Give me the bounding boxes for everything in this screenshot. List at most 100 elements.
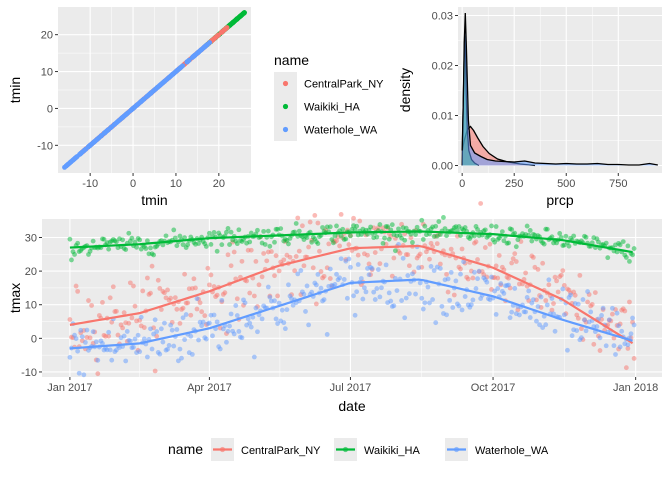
tmax-point bbox=[447, 297, 453, 303]
tmin-y-tick-label: 20 bbox=[41, 30, 53, 42]
tmax-point bbox=[459, 307, 465, 313]
tmax-point bbox=[174, 243, 180, 249]
legend-right: name CentralPark_NY Waikiki_HA Waterhole_WA bbox=[274, 52, 384, 141]
tmax-point bbox=[451, 292, 457, 298]
tmax-point bbox=[301, 263, 307, 269]
tmax-point bbox=[89, 303, 94, 308]
tmax-point bbox=[610, 305, 615, 311]
tmax-point bbox=[383, 262, 389, 268]
tmax-point bbox=[417, 280, 423, 286]
tmax-point bbox=[188, 333, 194, 339]
tmax-point bbox=[419, 217, 425, 223]
tmax-point bbox=[278, 226, 284, 232]
tmax-point bbox=[441, 215, 446, 220]
tmax-point bbox=[272, 273, 277, 279]
tmax-point bbox=[617, 344, 623, 350]
tmax-point bbox=[137, 349, 143, 355]
tmax-point bbox=[242, 300, 248, 306]
tmax-point bbox=[127, 338, 133, 344]
tmax-point bbox=[251, 354, 257, 360]
tmax-point bbox=[265, 228, 271, 234]
tmax-point bbox=[515, 237, 521, 243]
tmax-point bbox=[251, 293, 257, 299]
legend-bottom-title: name bbox=[168, 441, 203, 457]
tmax-point bbox=[318, 285, 324, 291]
smooth-line-waterhole_wa bbox=[69, 278, 633, 350]
tmax-point bbox=[413, 232, 418, 237]
tmax-point bbox=[138, 314, 144, 320]
tmax-point bbox=[458, 266, 463, 272]
tmin-point bbox=[207, 40, 213, 45]
tmax-point bbox=[320, 225, 325, 230]
tmax-point bbox=[506, 240, 511, 246]
tmax-point bbox=[343, 236, 349, 242]
tmax-point bbox=[348, 264, 353, 270]
tmax-point bbox=[253, 259, 259, 264]
tmax-point bbox=[259, 274, 265, 280]
tmin-scatter-panel: -10 0 10 20 -10 0 10 20 tmin tmin bbox=[7, 7, 251, 208]
tmax-point bbox=[182, 235, 188, 241]
tmax-y-tick-label: 10 bbox=[25, 300, 37, 312]
tmax-point bbox=[293, 254, 299, 259]
tmax-point bbox=[425, 284, 431, 290]
tmax-point bbox=[433, 320, 439, 326]
tmax-point bbox=[267, 294, 273, 300]
legend-bottom-label: Waikiki_HA bbox=[364, 445, 420, 457]
tmax-point bbox=[577, 272, 583, 278]
tmin-point bbox=[201, 45, 207, 50]
tmax-point bbox=[560, 268, 566, 274]
tmax-x-tick-label: Jan 2018 bbox=[613, 382, 658, 394]
tmax-point bbox=[622, 308, 628, 314]
tmax-point bbox=[340, 226, 346, 232]
tmax-point bbox=[332, 282, 338, 287]
tmax-point bbox=[293, 221, 299, 226]
tmax-point bbox=[430, 297, 435, 302]
tmax-point bbox=[281, 320, 287, 326]
tmax-point bbox=[307, 219, 313, 225]
tmax-point bbox=[127, 280, 133, 286]
tmax-point bbox=[540, 325, 546, 331]
tmax-point bbox=[78, 327, 84, 333]
tmax-point bbox=[470, 275, 476, 281]
tmax-point bbox=[183, 312, 189, 317]
tmax-point bbox=[123, 247, 129, 252]
prcp-density-panel: 0 250 500 750 0.00 0.01 0.02 0.03 prcp density bbox=[397, 7, 662, 208]
tmax-point bbox=[386, 236, 392, 242]
tmax-point bbox=[402, 315, 408, 321]
tmax-point bbox=[606, 317, 612, 323]
tmax-point bbox=[498, 281, 504, 286]
tmax-point bbox=[315, 272, 321, 277]
tmax-point bbox=[369, 266, 375, 271]
tmax-point bbox=[538, 294, 544, 300]
tmax-point bbox=[507, 315, 513, 321]
tmax-point bbox=[591, 341, 597, 347]
tmax-point bbox=[422, 223, 428, 229]
tmax-point bbox=[468, 302, 474, 308]
tmax-point bbox=[160, 242, 166, 248]
tmax-point bbox=[569, 333, 575, 339]
tmax-point bbox=[416, 265, 422, 271]
tmax-point bbox=[148, 245, 153, 251]
tmax-point bbox=[279, 307, 285, 313]
tmax-point bbox=[172, 295, 178, 301]
tmax-point bbox=[205, 265, 211, 271]
prcp-panel-bg bbox=[458, 7, 662, 173]
tmin-y-tick-label: 0 bbox=[47, 103, 53, 115]
tmax-point bbox=[309, 289, 315, 295]
tmax-point bbox=[200, 319, 206, 325]
tmax-point bbox=[594, 324, 600, 329]
tmax-point bbox=[244, 278, 250, 284]
tmax-point bbox=[625, 243, 631, 249]
tmax-point bbox=[611, 335, 617, 341]
tmax-point bbox=[623, 255, 629, 260]
tmax-point bbox=[334, 271, 339, 277]
tmax-point bbox=[419, 295, 425, 301]
tmax-point bbox=[475, 257, 480, 262]
legend-bottom: name CentralPark_NY Waikiki_HA Waterhole_WA bbox=[168, 438, 549, 461]
tmax-point bbox=[228, 263, 234, 269]
tmax-point bbox=[219, 242, 225, 248]
tmax-point bbox=[236, 329, 242, 334]
tmax-point bbox=[208, 241, 214, 247]
tmax-point bbox=[582, 317, 587, 323]
tmax-point bbox=[513, 259, 519, 264]
